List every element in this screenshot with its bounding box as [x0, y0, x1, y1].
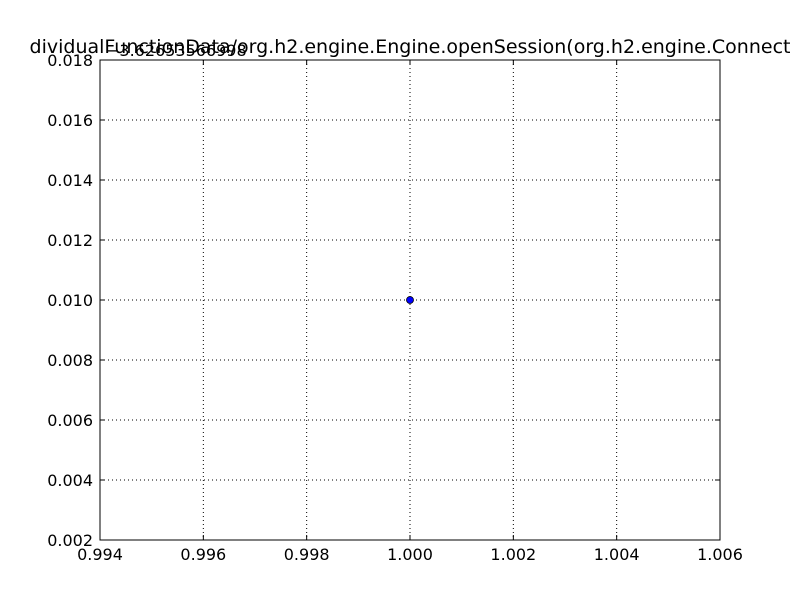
y-tick-label: 0.006: [47, 411, 93, 430]
y-tick-label: 0.014: [47, 171, 93, 190]
x-tick-label: 1.006: [697, 545, 743, 564]
x-tick-label: 0.996: [180, 545, 226, 564]
ticks: [99, 59, 721, 541]
y-tick-label: 0.012: [47, 231, 93, 250]
y-tick-label: 0.010: [47, 291, 93, 310]
x-tick-label: 0.994: [77, 545, 123, 564]
x-tick-label: 1.002: [490, 545, 536, 564]
y-tick-label: 0.016: [47, 111, 93, 130]
scatter-point: [406, 296, 414, 304]
chart-title: dividualFunctionData/org.h2.engine.Engin…: [30, 36, 791, 58]
y-tick-label: 0.018: [47, 51, 93, 70]
y-offset-text: −3.62653566998: [106, 41, 247, 60]
x-tick-label: 0.998: [284, 545, 330, 564]
y-tick-label: 0.008: [47, 351, 93, 370]
y-tick-label: 0.004: [47, 471, 93, 490]
y-tick-label: 0.002: [47, 531, 93, 550]
data-points: [406, 296, 414, 304]
x-tick-labels: 0.994 0.996 0.998 1.000 1.002 1.004 1.006: [77, 545, 743, 564]
x-tick-label: 1.000: [387, 545, 433, 564]
x-tick-label: 1.004: [594, 545, 640, 564]
y-tick-labels: 0.002 0.004 0.006 0.008 0.010 0.012 0.014 0.016…: [47, 51, 93, 550]
